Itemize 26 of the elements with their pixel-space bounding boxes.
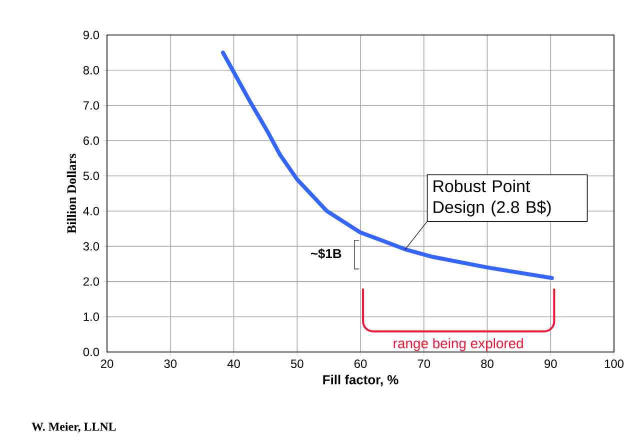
y-tick-label: 0.0 [83,348,100,356]
y-tick-label: 5.0 [83,172,100,180]
line-series [220,50,554,280]
y-tick-label: 9.0 [83,30,100,40]
y-axis-title: Billion Dollars [66,154,76,234]
x-tick-label: 30 [164,360,177,368]
y-tick-label: 8.0 [83,66,100,74]
y-tick-label: 6.0 [83,136,100,145]
annotation: ~$1B [310,248,342,260]
x-tick-label: 20 [100,360,114,368]
y-tick-label: 7.0 [83,101,100,110]
x-tick-label: 50 [290,360,304,368]
x-tick-label: 60 [354,360,367,368]
x-axis-title: Fill factor, % [323,374,398,386]
y-tick-label: 3.0 [83,242,100,251]
x-tick-label: 40 [227,360,240,368]
x-tick-label: 100 [604,360,624,368]
x-tick-label: 70 [418,360,430,368]
annotation: Robust Point Design (2.8 B$) [434,180,551,216]
x-tick-label: 90 [544,360,557,368]
y-tick-label: 1.0 [84,312,100,321]
y-tick-label: 2.0 [83,277,100,286]
x-tick-label: 80 [481,360,494,368]
y-tick-label: 4.0 [83,206,100,216]
annotation: range being explored [394,338,523,352]
text: W. Meier, LLNL [32,422,116,432]
